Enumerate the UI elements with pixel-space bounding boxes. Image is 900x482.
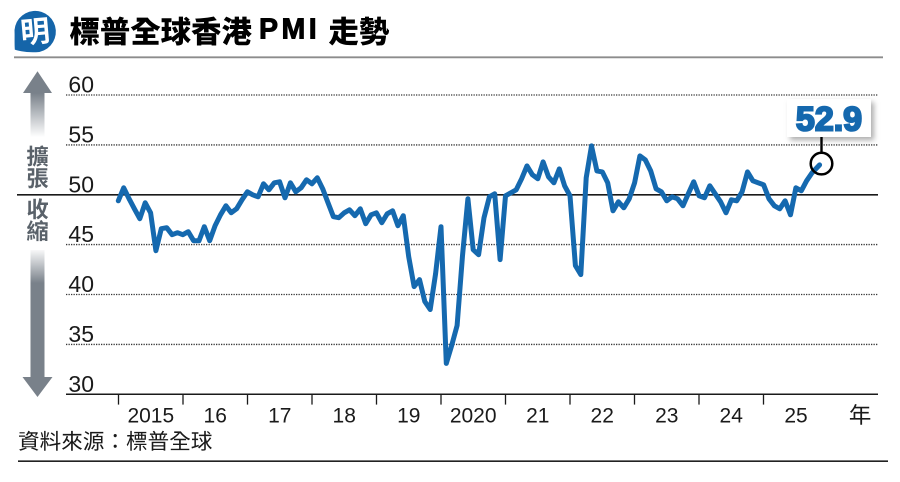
svg-text:19: 19 (397, 405, 420, 428)
svg-text:35: 35 (68, 321, 94, 347)
svg-text:52.9: 52.9 (796, 101, 862, 139)
svg-text:24: 24 (720, 405, 744, 428)
svg-text:25: 25 (784, 405, 807, 428)
svg-text:50: 50 (68, 171, 94, 197)
svg-text:16: 16 (204, 405, 227, 428)
svg-text:55: 55 (68, 122, 94, 148)
svg-text:18: 18 (333, 405, 356, 428)
svg-text:30: 30 (68, 371, 94, 397)
svg-text:60: 60 (68, 72, 94, 98)
svg-text:PMI: PMI (259, 13, 320, 45)
svg-text:21: 21 (526, 405, 549, 428)
svg-text:23: 23 (655, 405, 678, 428)
svg-text:2020: 2020 (450, 405, 497, 428)
svg-text:2015: 2015 (127, 405, 174, 428)
svg-text:22: 22 (591, 405, 614, 428)
svg-text:40: 40 (68, 271, 94, 297)
svg-text:17: 17 (268, 405, 291, 428)
svg-text:45: 45 (68, 221, 94, 247)
